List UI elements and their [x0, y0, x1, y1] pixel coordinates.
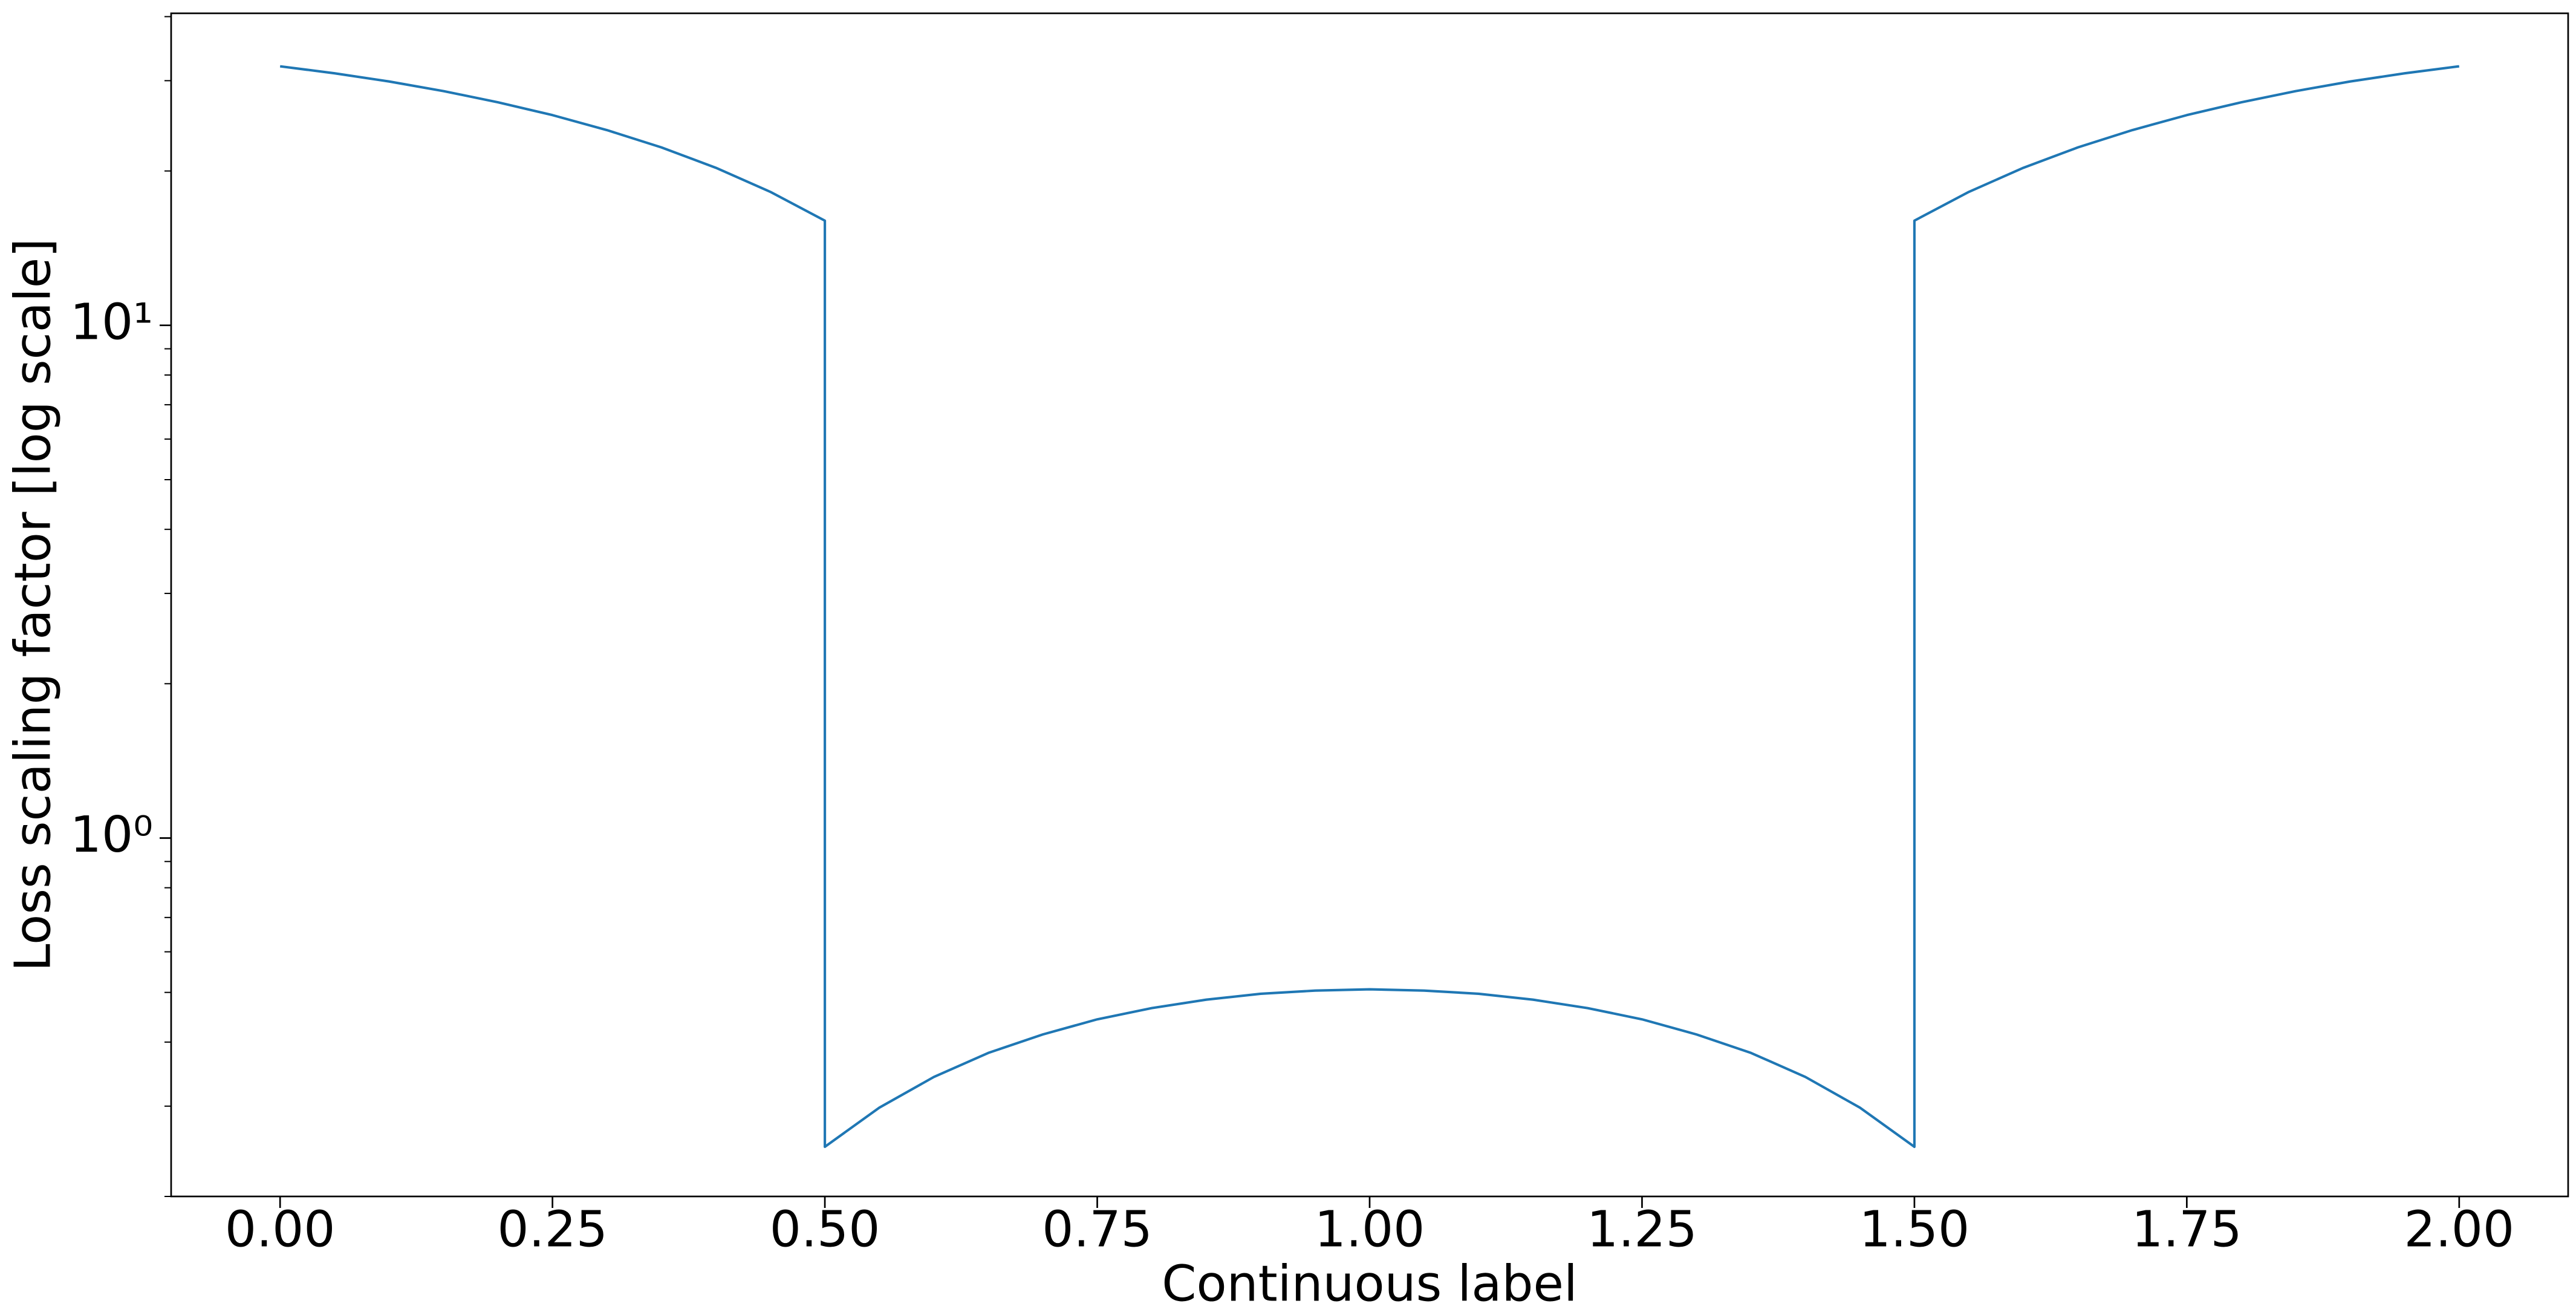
x-tick-label: 0.00: [225, 1201, 336, 1258]
x-tick-label: 0.25: [497, 1201, 608, 1258]
plot-frame: [170, 12, 2569, 1198]
x-tick-label: 2.00: [2404, 1201, 2515, 1258]
x-axis-label: Continuous label: [1162, 1255, 1578, 1313]
x-tick-label: 0.50: [770, 1201, 880, 1258]
y-tick-label: 10⁰: [70, 806, 153, 864]
y-tick-label: 10¹: [70, 293, 153, 351]
x-tick-label: 1.50: [1859, 1201, 1970, 1258]
x-tick-label: 1.00: [1315, 1201, 1425, 1258]
x-tick-label: 1.25: [1587, 1201, 1697, 1258]
x-tick-label: 1.75: [2132, 1201, 2242, 1258]
x-tick-label: 0.75: [1042, 1201, 1153, 1258]
data-line: [279, 65, 2460, 1148]
y-axis-label: Loss scaling factor [log scale]: [4, 238, 62, 971]
